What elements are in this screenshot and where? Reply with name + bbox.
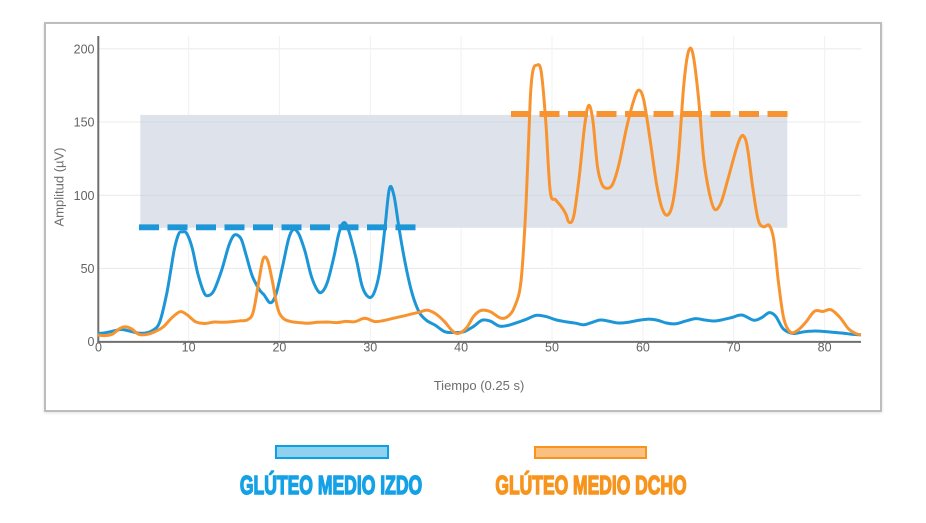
svg-text:Amplitud (µV): Amplitud (µV)	[52, 147, 67, 226]
svg-text:150: 150	[74, 116, 95, 130]
svg-text:80: 80	[818, 341, 832, 355]
svg-text:40: 40	[454, 341, 468, 355]
svg-text:100: 100	[74, 189, 95, 203]
svg-text:10: 10	[182, 341, 196, 355]
svg-text:Tiempo (0.25 s): Tiempo (0.25 s)	[434, 378, 525, 393]
svg-text:30: 30	[363, 341, 377, 355]
svg-text:50: 50	[545, 341, 559, 355]
svg-text:50: 50	[81, 262, 95, 276]
svg-text:20: 20	[272, 341, 286, 355]
svg-text:0: 0	[95, 341, 102, 355]
svg-text:60: 60	[636, 341, 650, 355]
svg-text:200: 200	[74, 42, 95, 56]
svg-text:0: 0	[88, 335, 95, 349]
svg-text:70: 70	[727, 341, 741, 355]
